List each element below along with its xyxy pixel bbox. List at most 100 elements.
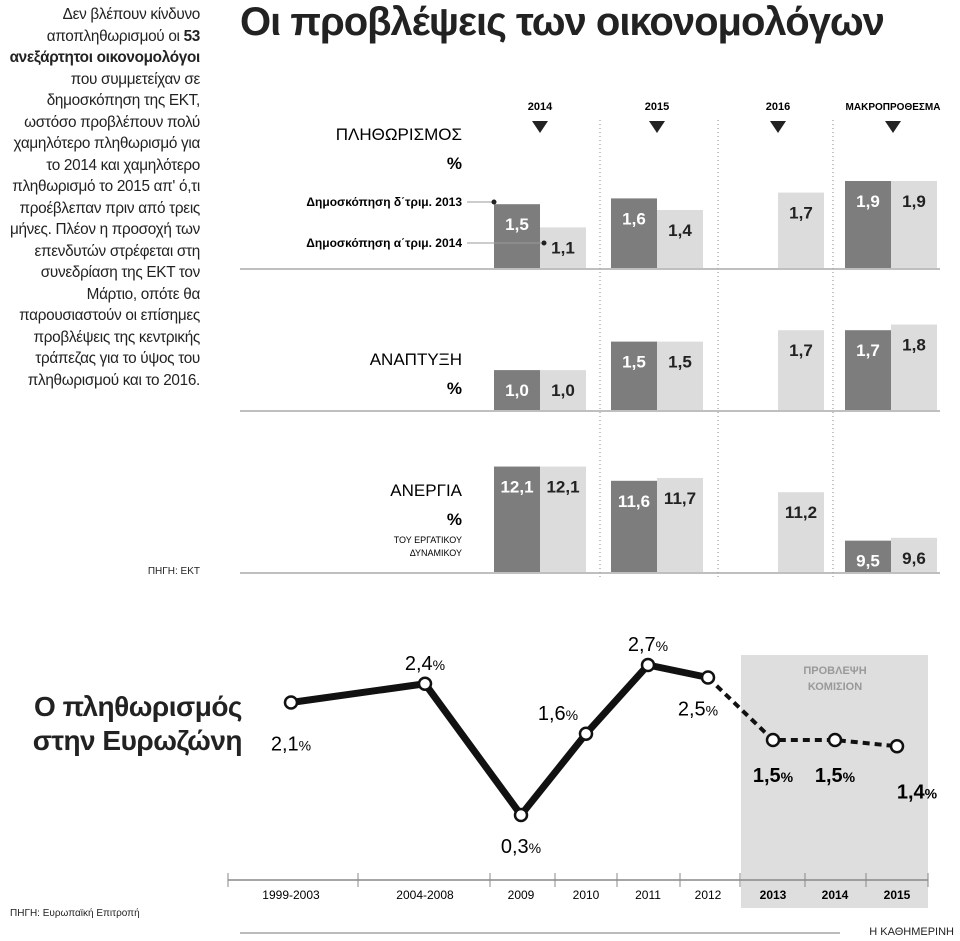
- bar-value-label: 1,7: [856, 341, 880, 360]
- bar: [845, 540, 891, 572]
- panel-sublabel: ΤΟΥ ΕΡΓΑΤΙΚΟΥ: [394, 535, 462, 545]
- bar-value-label: 11,6: [618, 492, 650, 511]
- data-label-value: 2,7: [628, 634, 656, 656]
- bar-value-label: 1,8: [902, 336, 926, 355]
- data-label-unit: %: [925, 785, 938, 801]
- data-label-value: 1,6: [538, 703, 566, 725]
- source-top: ΠΗΓΗ: ΕΚΤ: [147, 566, 200, 577]
- bar-value-label: 1,0: [551, 381, 575, 400]
- x-tick-label: 2004-2008: [396, 888, 454, 902]
- bar-value-label: 12,1: [500, 478, 533, 497]
- category-label: 2014: [528, 101, 553, 113]
- bar: [494, 204, 540, 268]
- panel-unit: %: [447, 510, 462, 529]
- panel-label: ΑΝΑΠΤΥΞΗ: [370, 350, 462, 369]
- bar: [778, 192, 824, 268]
- legend-label: Δημοσκόπηση α΄τριμ. 2014: [306, 236, 462, 250]
- data-label: 1,4%: [897, 781, 938, 803]
- data-label: 1,5%: [815, 765, 856, 787]
- footer-rule: [240, 932, 840, 934]
- legend-dot: [491, 199, 497, 205]
- bar: [657, 477, 703, 572]
- data-label-unit: %: [781, 769, 794, 785]
- bar-value-label: 1,9: [856, 192, 880, 211]
- bar: [657, 341, 703, 410]
- bar-value-label: 9,5: [856, 552, 880, 571]
- bar-value-label: 1,7: [789, 341, 813, 360]
- intro-text-bold: 53 ανεξάρτητοι οικονομολόγοι: [9, 27, 201, 67]
- data-label-unit: %: [433, 657, 445, 673]
- bar: [540, 466, 586, 572]
- page-title: Οι προβλέψεις των οικονομολόγων: [240, 0, 885, 44]
- data-label-value: 1,4: [897, 781, 926, 803]
- bar: [611, 341, 657, 410]
- x-tick-label: 2010: [573, 888, 600, 902]
- data-label: 1,5%: [753, 765, 794, 787]
- data-label-unit: %: [529, 840, 541, 856]
- x-tick-label: 2011: [635, 888, 661, 902]
- data-label-value: 2,5: [678, 699, 706, 721]
- panel-unit: %: [447, 154, 462, 173]
- arrow-down-icon: [532, 121, 548, 133]
- bar: [778, 330, 824, 410]
- bar: [494, 466, 540, 572]
- bar-value-label: 9,6: [902, 549, 926, 568]
- bar-value-label: 1,6: [622, 209, 646, 228]
- data-label: 2,7%: [628, 634, 668, 656]
- bar-value-label: 1,5: [622, 353, 646, 372]
- bar: [611, 480, 657, 572]
- data-label: 0,3%: [501, 836, 541, 858]
- data-label: 1,6%: [538, 703, 578, 725]
- x-tick-label: 2012: [695, 888, 722, 902]
- bar-value-label: 1,5: [505, 215, 529, 234]
- bar: [891, 537, 937, 572]
- data-label-value: 0,3: [501, 836, 529, 858]
- x-tick-label: 2009: [508, 888, 535, 902]
- data-point: [827, 732, 843, 748]
- data-point: [640, 657, 656, 673]
- brand-logo: Η ΚΑΘΗΜΕΡΙΝΗ: [869, 926, 954, 938]
- bar: [778, 492, 824, 572]
- data-point: [417, 676, 433, 691]
- forecast-label: ΚΟΜΙΣΙΟΝ: [808, 681, 862, 693]
- panel-unit: %: [447, 379, 462, 398]
- data-label-value: 2,1: [271, 734, 299, 756]
- bar: [891, 181, 937, 268]
- data-label-unit: %: [706, 703, 718, 719]
- data-point: [513, 807, 529, 823]
- bar: [845, 330, 891, 410]
- bar: [657, 210, 703, 268]
- arrow-down-icon: [885, 121, 901, 133]
- line-chart-title: Ο πληθωρισμός στην Ευρωζώνη: [32, 691, 243, 756]
- bar-value-label: 1,1: [551, 238, 575, 257]
- data-point: [765, 732, 781, 748]
- data-label-unit: %: [566, 707, 578, 723]
- legend-dot: [541, 240, 547, 246]
- intro-text-start: Δεν βλέπουν κίνδυνο αποπληθωρισμού οι: [46, 6, 201, 45]
- forecast-shade: [741, 655, 928, 908]
- bar-value-label: 1,9: [902, 192, 926, 211]
- bar: [540, 227, 586, 268]
- data-label: 2,5%: [678, 699, 718, 721]
- series-line-actual: [290, 661, 709, 819]
- bar-value-label: 11,2: [785, 503, 817, 522]
- data-label-unit: %: [843, 769, 856, 785]
- bar-value-label: 1,4: [668, 221, 692, 240]
- category-label: 2016: [766, 101, 790, 113]
- x-tick-label: 2014: [822, 888, 849, 902]
- intro-text: Δεν βλέπουν κίνδυνο αποπληθωρισμού οι 53…: [4, 4, 201, 391]
- x-tick-label: 2015: [884, 888, 911, 902]
- category-label: ΜΑΚΡΟΠΡΟΘΕΣΜΑ: [846, 102, 941, 113]
- bar-value-label: 1,5: [668, 353, 692, 372]
- data-point: [700, 670, 716, 685]
- data-point: [283, 695, 299, 710]
- bar: [891, 324, 937, 410]
- data-label-unit: %: [656, 638, 668, 654]
- bar-value-label: 1,0: [505, 381, 529, 400]
- forecast-label: ΠΡΟΒΛΕΨΗ: [803, 665, 866, 677]
- bar: [611, 198, 657, 268]
- arrow-down-icon: [649, 121, 665, 133]
- arrow-down-icon: [770, 121, 786, 133]
- bar-value-label: 1,7: [789, 204, 813, 223]
